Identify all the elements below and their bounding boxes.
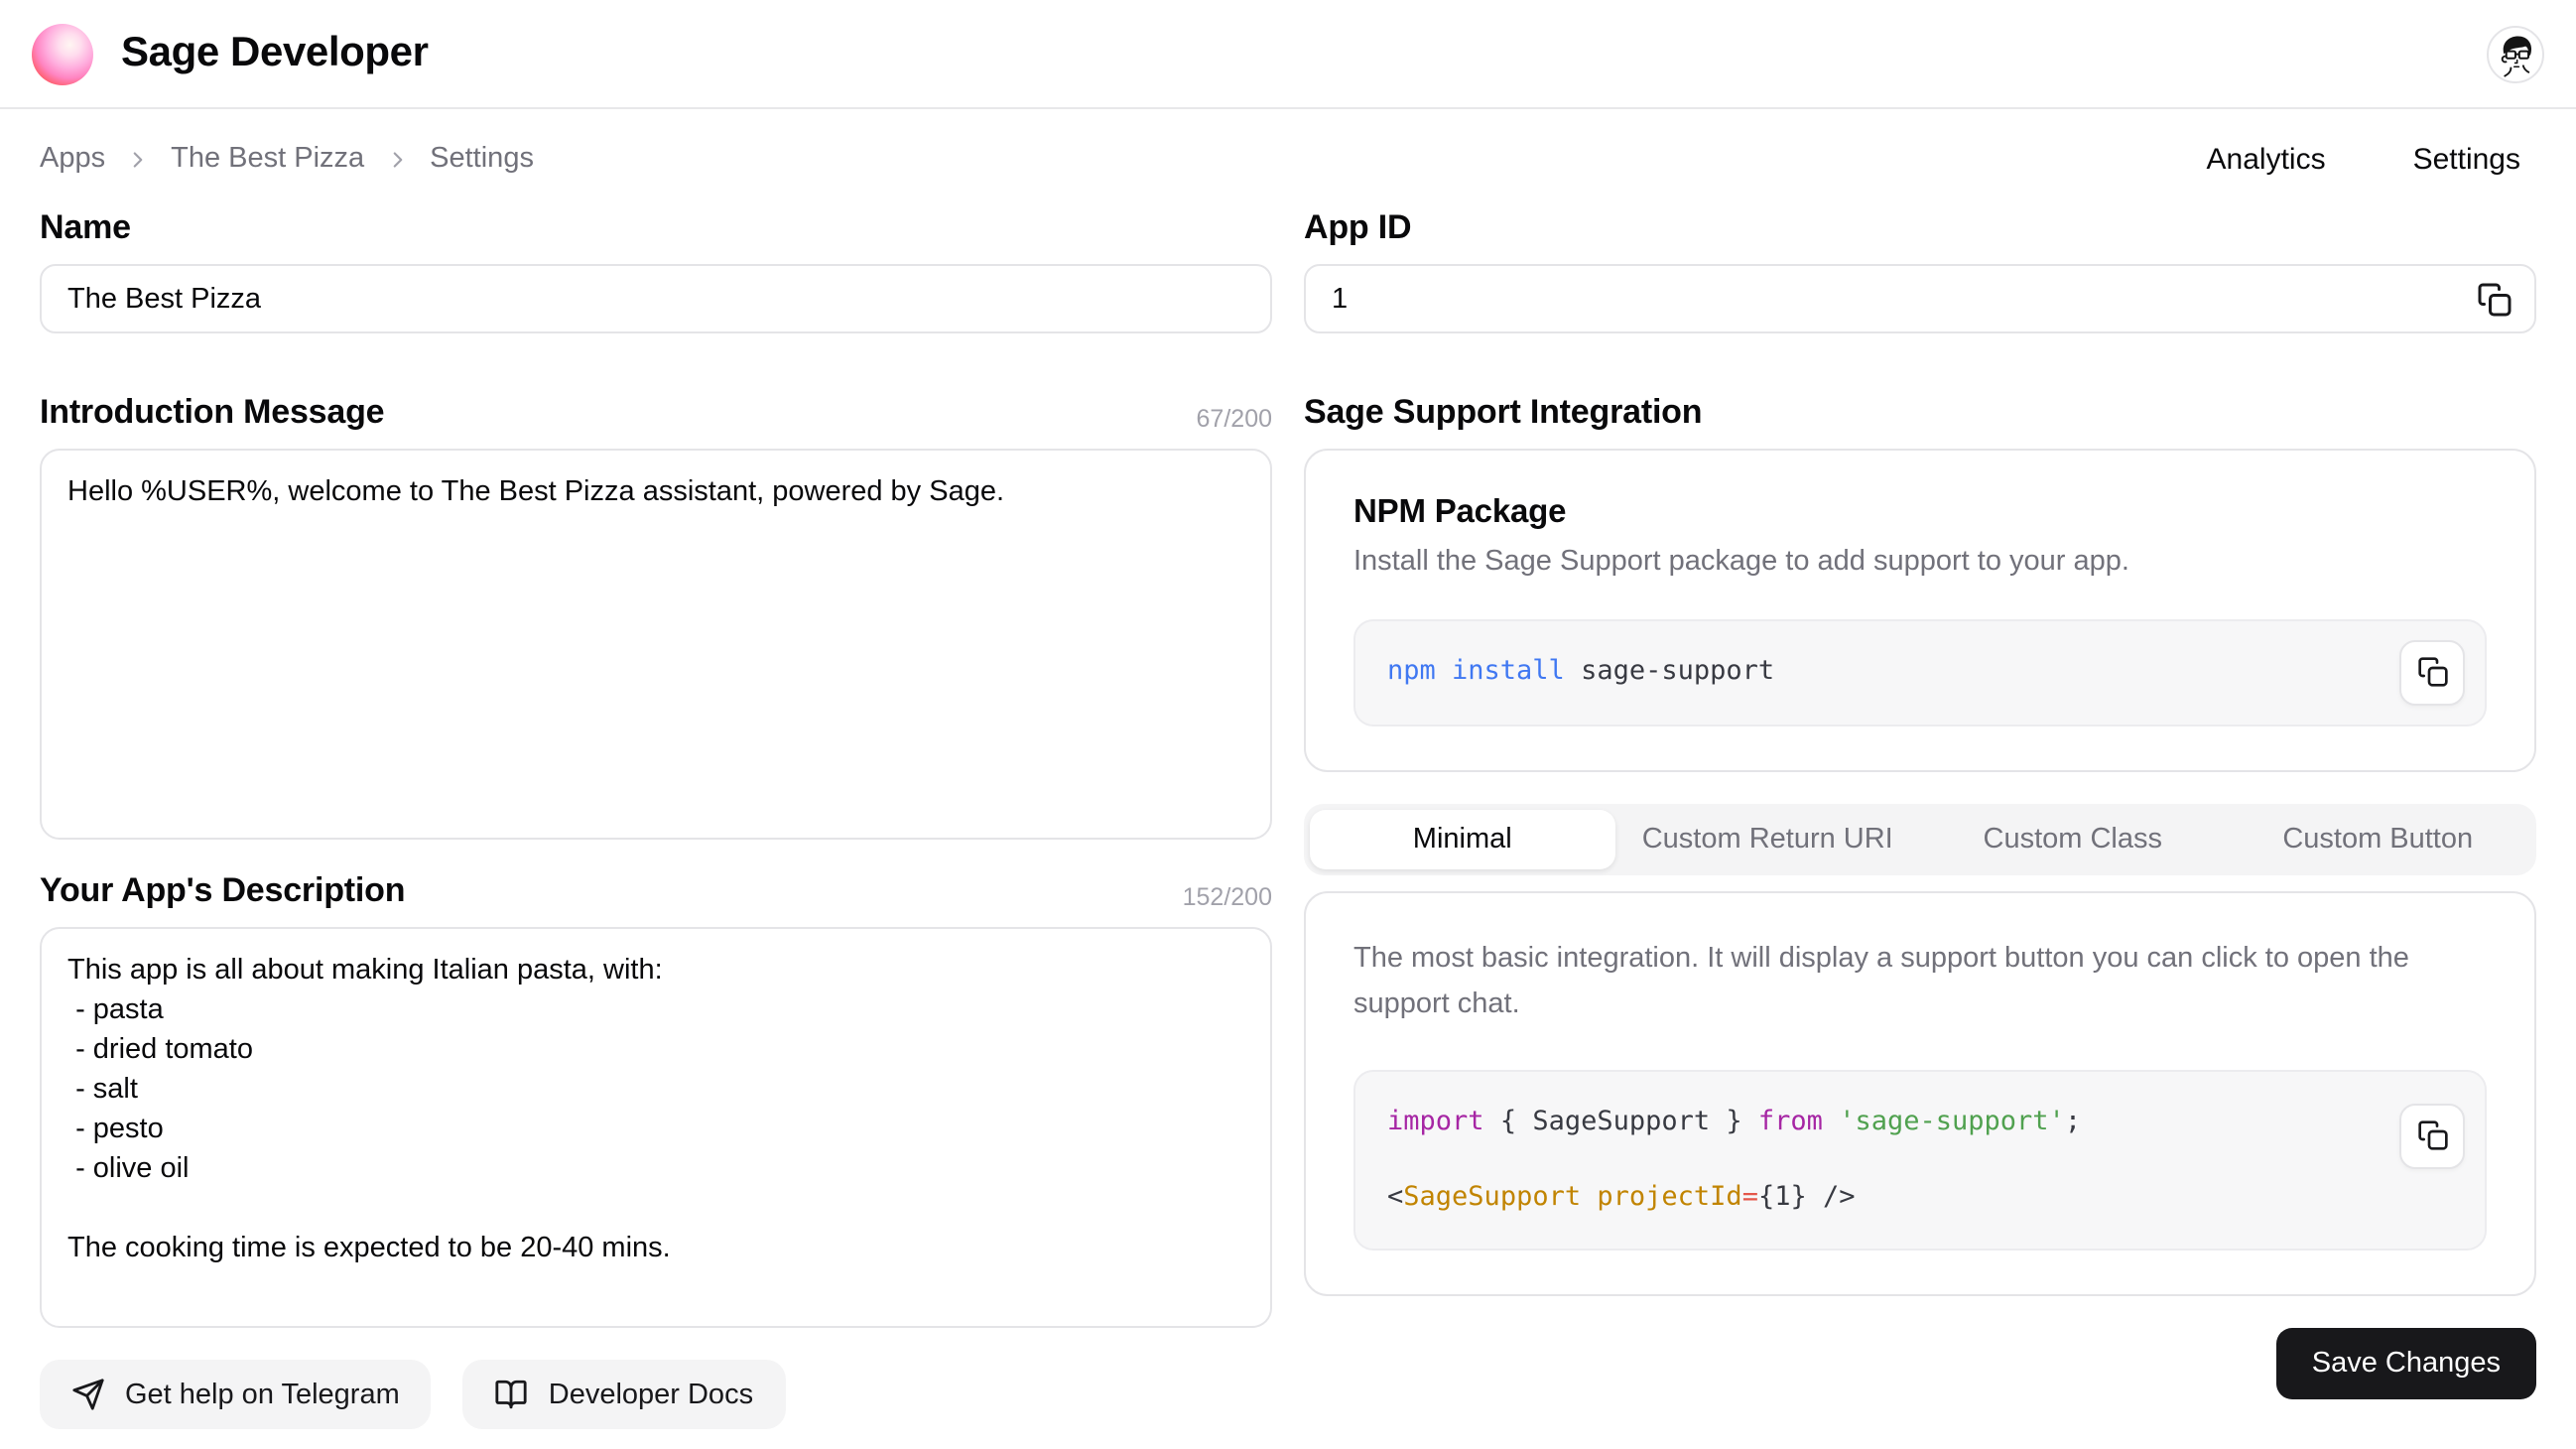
code-token: SageSupport xyxy=(1403,1180,1582,1213)
import-code-line: import { SageSupport } from 'sage-suppor… xyxy=(1387,1102,2453,1144)
developer-docs-label: Developer Docs xyxy=(548,1379,754,1410)
minimal-code-copy-button[interactable] xyxy=(2399,1103,2465,1169)
tab-minimal[interactable]: Minimal xyxy=(1310,809,1615,869)
chevron-right-icon xyxy=(125,146,151,172)
npm-install-code-line: npm install sage-support xyxy=(1387,651,2453,694)
tab-custom-button[interactable]: Custom Button xyxy=(2226,809,2531,868)
app-id-copy-button[interactable] xyxy=(2475,279,2514,319)
save-row: Save Changes xyxy=(1304,1328,2536,1400)
telegram-help-label: Get help on Telegram xyxy=(125,1379,400,1410)
npm-install-code-block: npm install sage-support xyxy=(1353,619,2487,726)
name-input[interactable] xyxy=(40,264,1272,333)
jsx-code-line: <SageSupport projectId={1} /> xyxy=(1387,1176,2453,1219)
name-label: Name xyxy=(40,208,131,246)
code-token: ; xyxy=(2064,1105,2082,1137)
chevron-right-icon xyxy=(384,146,410,172)
integration-title: Sage Support Integration xyxy=(1304,393,1703,431)
breadcrumb-settings[interactable]: Settings xyxy=(430,143,534,175)
intro-message-label: Introduction Message xyxy=(40,393,385,431)
send-icon xyxy=(72,1379,104,1410)
npm-package-card: NPM Package Install the Sage Support pac… xyxy=(1304,449,2536,772)
code-token: = xyxy=(1741,1180,1758,1213)
code-token: < xyxy=(1387,1180,1404,1213)
help-buttons-row: Get help on Telegram Developer Docs xyxy=(40,1360,1272,1429)
code-token: {1} /> xyxy=(1757,1180,1856,1213)
breadcrumb: Apps The Best Pizza Settings xyxy=(40,143,534,175)
copy-icon xyxy=(2417,1121,2447,1151)
minimal-integration-card: The most basic integration. It will disp… xyxy=(1304,890,2536,1297)
sage-logo-icon xyxy=(32,23,93,84)
book-open-icon xyxy=(496,1380,528,1409)
nav-settings[interactable]: Settings xyxy=(2412,142,2520,176)
code-token xyxy=(1581,1180,1597,1212)
code-token: npm install xyxy=(1387,655,1565,687)
description-char-counter: 152/200 xyxy=(1182,883,1272,911)
code-token xyxy=(1823,1106,1839,1137)
code-token: 'sage-support' xyxy=(1839,1105,2065,1137)
brand: Sage Developer xyxy=(32,23,429,84)
save-changes-button[interactable]: Save Changes xyxy=(2275,1328,2536,1400)
code-token: import xyxy=(1387,1105,1484,1137)
telegram-help-button[interactable]: Get help on Telegram xyxy=(40,1360,432,1429)
code-token: sage-support xyxy=(1564,655,1775,687)
left-column: Name Introduction Message 67/200 Hello %… xyxy=(40,204,1272,1429)
intro-message-textarea[interactable]: Hello %USER%, welcome to The Best Pizza … xyxy=(40,449,1272,840)
tab-custom-return-uri[interactable]: Custom Return URI xyxy=(1615,809,1921,868)
code-token: from xyxy=(1757,1105,1823,1137)
content: Apps The Best Pizza Settings Analytics S… xyxy=(0,137,2576,1429)
nav-analytics[interactable]: Analytics xyxy=(2206,142,2326,176)
top-nav: Analytics Settings xyxy=(2207,142,2520,176)
code-token: { SageSupport } xyxy=(1483,1105,1758,1137)
copy-icon xyxy=(2478,282,2512,316)
copy-icon xyxy=(2417,657,2447,688)
intro-char-counter: 67/200 xyxy=(1196,405,1272,433)
app-id-input[interactable] xyxy=(1304,264,2536,333)
topbar: Apps The Best Pizza Settings Analytics S… xyxy=(40,137,2536,181)
user-avatar[interactable] xyxy=(2487,25,2544,82)
developer-docs-button[interactable]: Developer Docs xyxy=(462,1360,786,1429)
code-token: projectId xyxy=(1597,1180,1742,1213)
app-id-label: App ID xyxy=(1304,208,1412,246)
minimal-code-block: import { SageSupport } from 'sage-suppor… xyxy=(1353,1069,2487,1251)
header: Sage Developer xyxy=(0,0,2576,109)
npm-package-heading: NPM Package xyxy=(1353,494,1567,530)
app-title: Sage Developer xyxy=(121,30,429,75)
description-textarea[interactable]: This app is all about making Italian pas… xyxy=(40,927,1272,1328)
npm-copy-button[interactable] xyxy=(2399,639,2465,706)
integration-tabs: Minimal Custom Return URI Custom Class C… xyxy=(1304,803,2536,875)
breadcrumb-app-name[interactable]: The Best Pizza xyxy=(171,143,365,175)
breadcrumb-apps[interactable]: Apps xyxy=(40,143,106,175)
right-column: App ID Sage Support Integration NPM Pack… xyxy=(1304,204,2536,1400)
tab-custom-class[interactable]: Custom Class xyxy=(1920,809,2226,868)
avatar-face-icon xyxy=(2489,27,2542,80)
minimal-description: The most basic integration. It will disp… xyxy=(1353,942,2409,1020)
npm-package-subtitle: Install the Sage Support package to add … xyxy=(1353,546,2129,578)
description-label: Your App's Description xyxy=(40,871,406,909)
